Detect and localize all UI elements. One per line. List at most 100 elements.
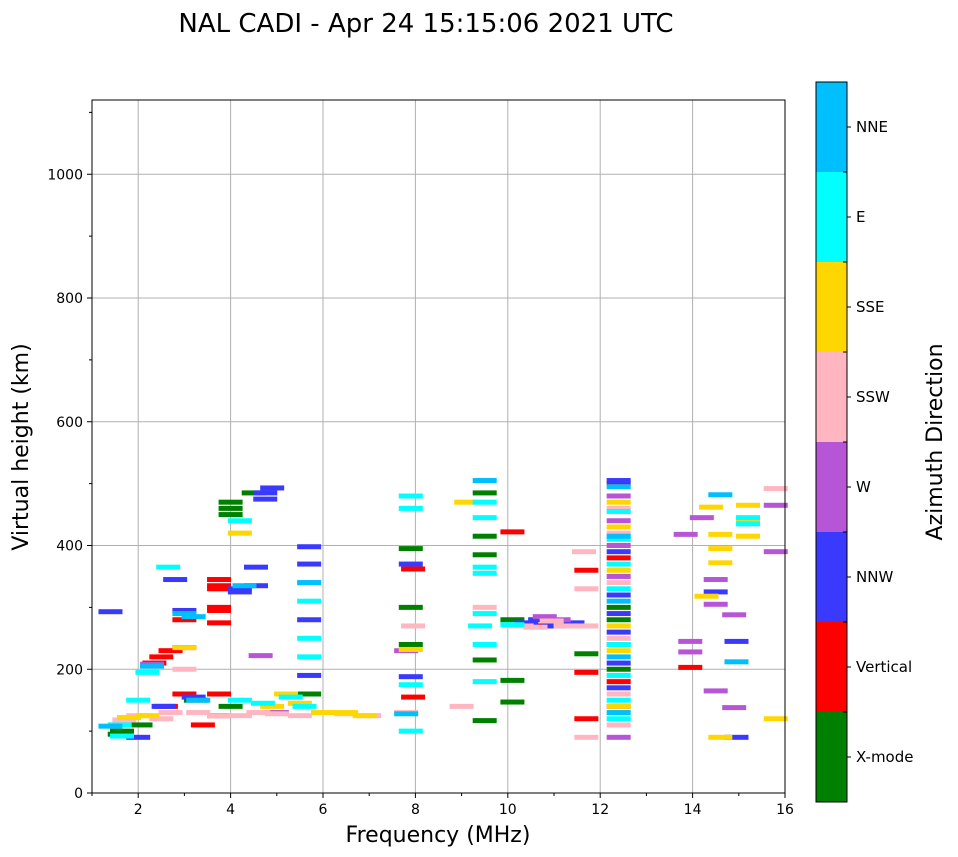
data-point bbox=[606, 611, 631, 617]
data-marks bbox=[98, 478, 788, 740]
data-point bbox=[703, 688, 728, 694]
chart-title: NAL CADI - Apr 24 15:15:06 2021 UTC bbox=[178, 9, 673, 39]
data-point bbox=[287, 700, 312, 706]
data-point bbox=[207, 586, 232, 592]
data-point bbox=[606, 573, 631, 579]
data-point bbox=[398, 642, 423, 647]
data-point bbox=[472, 657, 497, 663]
data-point bbox=[574, 586, 599, 592]
data-point bbox=[606, 493, 631, 499]
x-tick-label: 6 bbox=[319, 802, 328, 818]
data-point bbox=[472, 604, 497, 610]
data-point bbox=[297, 544, 322, 550]
data-point bbox=[250, 700, 275, 706]
data-point bbox=[163, 577, 188, 583]
data-point bbox=[98, 723, 123, 729]
data-point bbox=[190, 722, 215, 728]
data-point bbox=[673, 531, 698, 537]
data-point bbox=[606, 703, 631, 709]
x-tick-label: 10 bbox=[499, 802, 517, 818]
data-point bbox=[532, 614, 557, 620]
y-tick-label: 400 bbox=[56, 539, 83, 555]
data-point bbox=[278, 694, 303, 700]
colorbar-tick-label: SSE bbox=[856, 298, 885, 316]
data-point bbox=[523, 624, 548, 630]
y-tick-label: 800 bbox=[56, 291, 83, 307]
x-tick-label: 8 bbox=[411, 802, 420, 818]
data-point bbox=[606, 642, 631, 647]
data-point bbox=[574, 567, 599, 573]
data-point bbox=[135, 669, 160, 675]
data-point bbox=[218, 505, 243, 511]
data-point bbox=[472, 642, 497, 647]
data-point bbox=[606, 481, 631, 487]
data-point bbox=[135, 713, 160, 719]
data-point bbox=[398, 728, 423, 734]
data-point bbox=[472, 499, 497, 505]
data-point bbox=[472, 515, 497, 521]
data-point bbox=[606, 629, 631, 635]
colorbar-swatch bbox=[816, 262, 847, 352]
data-point bbox=[606, 549, 631, 555]
plot-area: 2 4 6 8 10 12 14 16 0 200 400 600 800 1000 bbox=[47, 99, 794, 818]
colorbar-tick-label: NNW bbox=[856, 568, 893, 586]
data-point bbox=[274, 691, 299, 697]
data-point bbox=[227, 697, 252, 703]
data-point bbox=[708, 531, 733, 537]
colorbar-tick-label: X-mode bbox=[856, 748, 913, 766]
y-tick-label: 0 bbox=[74, 786, 83, 802]
data-point bbox=[172, 607, 197, 613]
colorbar-tick-label: NNE bbox=[856, 118, 888, 136]
data-point bbox=[126, 697, 151, 703]
data-point bbox=[574, 623, 599, 629]
data-point bbox=[260, 485, 285, 491]
data-point bbox=[736, 518, 761, 524]
data-point bbox=[500, 622, 525, 628]
data-point bbox=[703, 589, 728, 595]
data-point bbox=[297, 561, 322, 567]
data-point bbox=[264, 711, 289, 717]
data-point bbox=[472, 611, 497, 617]
data-point bbox=[151, 703, 176, 709]
data-point bbox=[606, 555, 631, 561]
data-point bbox=[606, 592, 631, 598]
colorbar-swatch bbox=[816, 442, 847, 532]
data-point bbox=[394, 711, 419, 717]
data-point bbox=[539, 618, 564, 624]
data-point bbox=[401, 623, 426, 629]
data-point bbox=[128, 722, 153, 728]
y-axis-label: Virtual height (km) bbox=[9, 343, 34, 550]
x-tick-label: 12 bbox=[591, 802, 609, 818]
data-point bbox=[606, 561, 631, 567]
data-point bbox=[472, 490, 497, 496]
data-point bbox=[699, 504, 724, 510]
plot-frame bbox=[91, 99, 786, 794]
data-point bbox=[149, 654, 174, 660]
data-point bbox=[606, 524, 631, 530]
data-point bbox=[708, 546, 733, 552]
data-point bbox=[722, 705, 747, 711]
x-tick-label: 16 bbox=[776, 802, 794, 818]
data-point bbox=[398, 682, 423, 688]
data-point bbox=[218, 499, 243, 505]
colorbar-tick-label: W bbox=[856, 478, 871, 496]
data-point bbox=[227, 586, 252, 592]
data-point bbox=[606, 648, 631, 654]
data-point bbox=[398, 493, 423, 499]
data-point bbox=[678, 664, 703, 670]
data-point bbox=[763, 716, 788, 722]
data-point bbox=[454, 499, 479, 505]
data-point bbox=[572, 549, 597, 555]
data-point bbox=[678, 649, 703, 655]
data-point bbox=[207, 577, 232, 583]
data-point bbox=[398, 646, 423, 652]
data-point bbox=[398, 604, 423, 610]
data-point bbox=[297, 691, 322, 697]
data-point bbox=[207, 604, 232, 610]
data-point bbox=[207, 691, 232, 697]
x-axis-ticks: 2 4 6 8 10 12 14 16 bbox=[91, 793, 794, 818]
data-point bbox=[606, 536, 631, 542]
data-point bbox=[172, 645, 197, 651]
data-point bbox=[110, 733, 135, 739]
